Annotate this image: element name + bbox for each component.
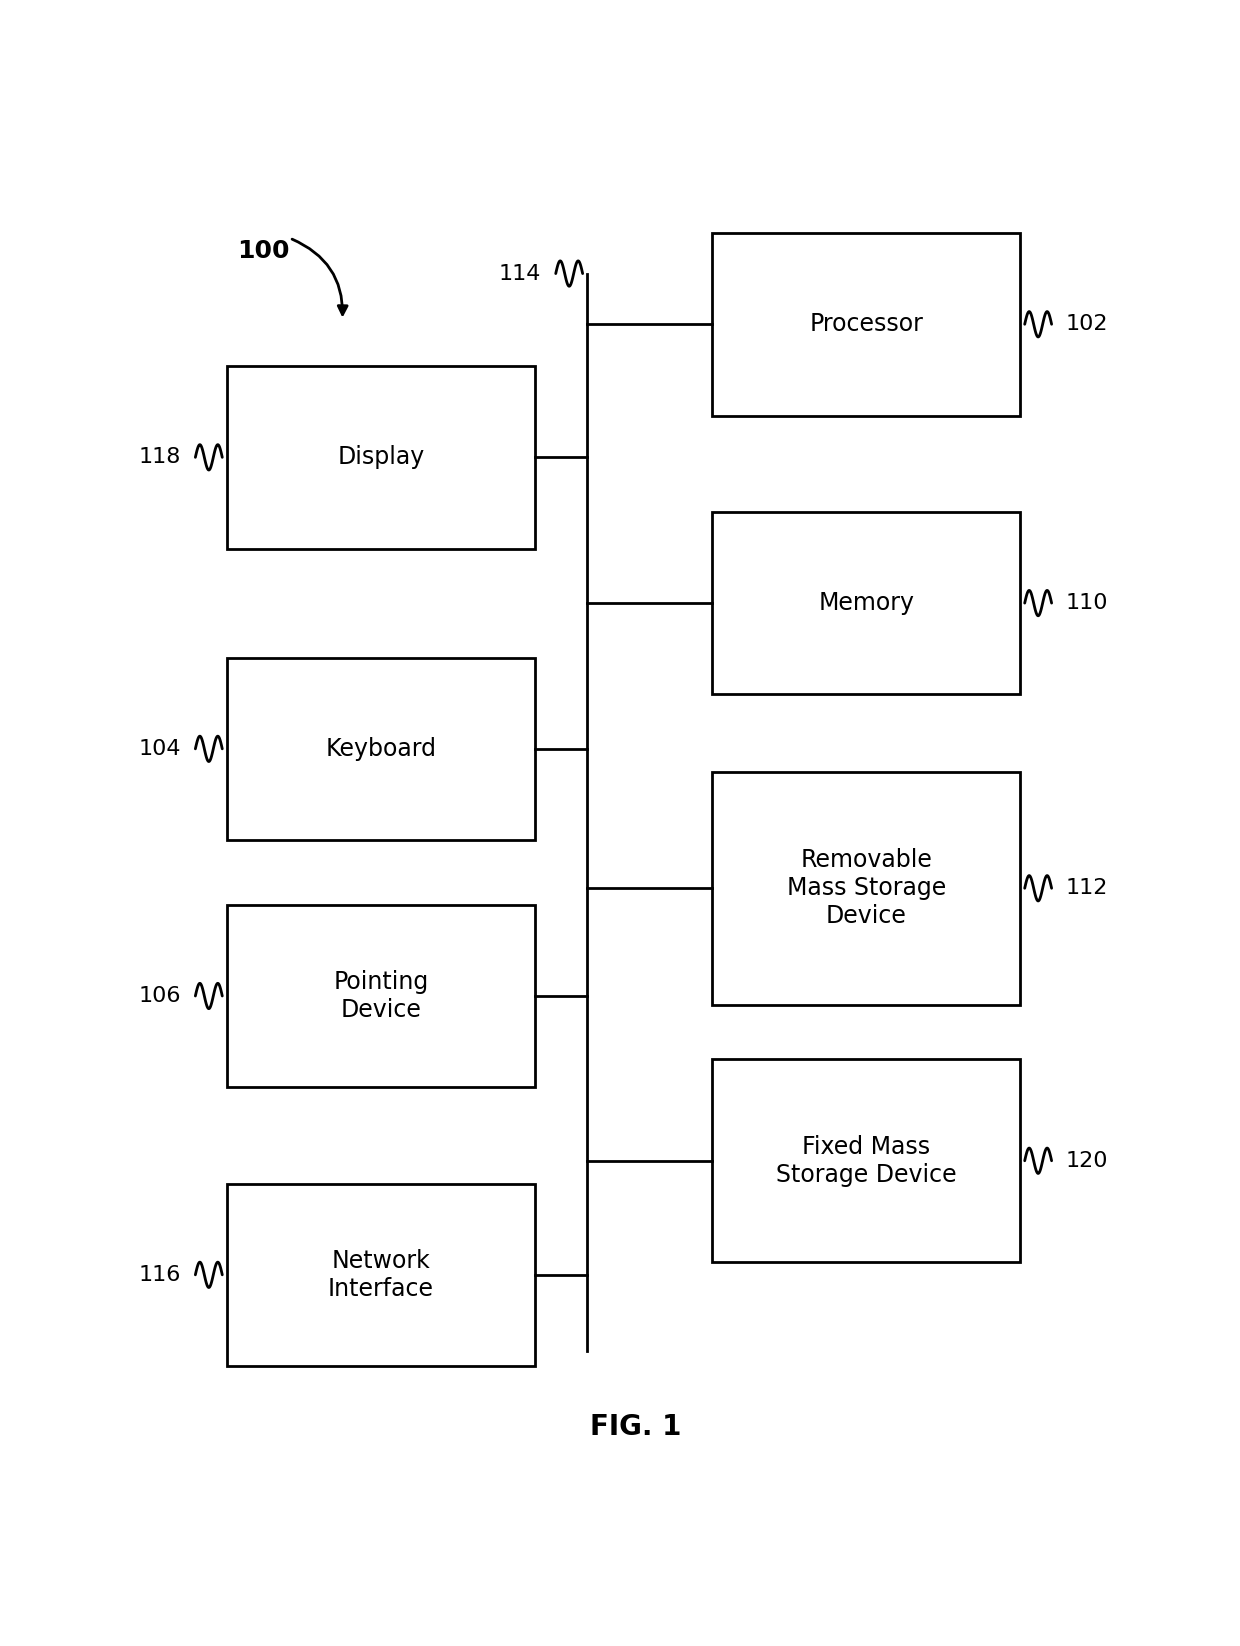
Text: Processor: Processor: [810, 313, 923, 336]
Text: 118: 118: [139, 448, 181, 467]
Text: Network
Interface: Network Interface: [327, 1249, 434, 1300]
Bar: [227, 1183, 534, 1366]
Text: 104: 104: [139, 739, 181, 759]
Text: 100: 100: [237, 239, 289, 263]
Text: FIG. 1: FIG. 1: [590, 1412, 681, 1440]
Bar: [712, 772, 1019, 1004]
Text: Pointing
Device: Pointing Device: [334, 969, 429, 1022]
Bar: [227, 905, 534, 1088]
Text: 112: 112: [1066, 879, 1109, 899]
Bar: [712, 512, 1019, 695]
Text: 120: 120: [1066, 1151, 1109, 1170]
Bar: [712, 1060, 1019, 1262]
Text: 114: 114: [498, 263, 542, 283]
Text: 116: 116: [139, 1264, 181, 1286]
Text: Removable
Mass Storage
Device: Removable Mass Storage Device: [786, 848, 946, 928]
Text: Memory: Memory: [818, 591, 914, 616]
Bar: [227, 365, 534, 548]
Bar: [712, 234, 1019, 415]
Text: Display: Display: [337, 446, 424, 469]
Text: Keyboard: Keyboard: [325, 737, 436, 760]
Text: 106: 106: [139, 986, 181, 1006]
Text: Fixed Mass
Storage Device: Fixed Mass Storage Device: [776, 1134, 956, 1187]
Bar: [227, 658, 534, 839]
Text: 102: 102: [1066, 314, 1109, 334]
Text: 110: 110: [1066, 593, 1109, 612]
